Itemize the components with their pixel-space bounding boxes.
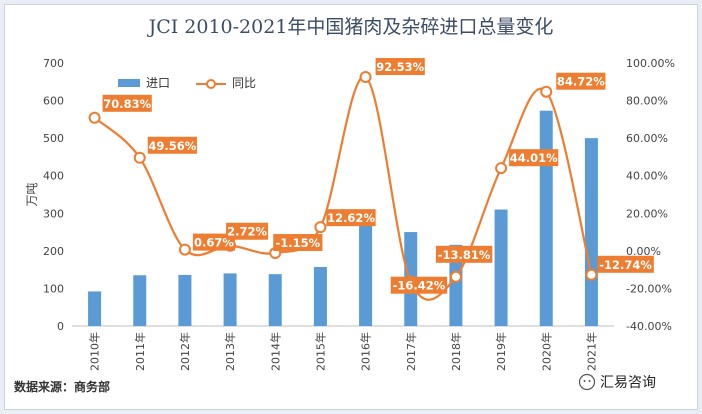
bar (178, 274, 192, 326)
data-label: 49.56% (148, 139, 196, 153)
data-label: 70.83% (103, 97, 151, 111)
y2-tick-label: -20.00% (626, 282, 672, 295)
data-label-box (509, 149, 559, 167)
x-tick-label: 2015年 (313, 332, 327, 371)
x-tick-label: 2011年 (133, 332, 147, 371)
data-label: 84.72% (557, 75, 605, 89)
chart-title: JCI 2010-2021年中国猪肉及杂碎进口总量变化 (148, 16, 554, 38)
data-label-box (326, 209, 376, 227)
data-label-box (390, 276, 448, 294)
x-tick-label: 2016年 (359, 332, 373, 371)
bar (539, 110, 553, 326)
data-label-box (597, 255, 654, 273)
data-label: 12.62% (327, 211, 375, 225)
y-tick-label: 700 (43, 57, 64, 70)
data-label-box (147, 136, 197, 154)
x-tick-label: 2012年 (178, 332, 192, 371)
x-tick-label: 2019年 (494, 332, 508, 371)
line-marker (88, 111, 101, 124)
bar (359, 214, 373, 326)
y2-tick-label: 80.00% (626, 95, 668, 108)
line-marker (585, 268, 598, 281)
y-tick-label: 200 (43, 245, 64, 258)
y-tick-label: 300 (43, 207, 64, 220)
line-marker (449, 270, 462, 283)
y-tick-label: 500 (43, 132, 64, 145)
y2-tick-label: 0.00% (626, 245, 661, 258)
bar (449, 244, 463, 326)
bar (584, 138, 598, 326)
data-label-box (556, 72, 606, 90)
data-label-box (435, 245, 493, 263)
data-label-box (273, 234, 323, 252)
x-tick-label: 2014年 (268, 332, 282, 371)
line-marker (314, 221, 327, 234)
bar (133, 275, 147, 326)
bar (268, 274, 282, 326)
legend-label-line: 同比 (232, 76, 256, 90)
data-label: 0.67% (194, 236, 234, 250)
x-tick-label: 2010年 (88, 332, 102, 371)
line-marker (359, 71, 372, 84)
data-label-box (226, 222, 269, 240)
legend-swatch-bar (118, 79, 140, 87)
data-label: -12.74% (599, 258, 652, 272)
legend-label-bar: 进口 (146, 76, 170, 90)
line-marker (133, 151, 146, 164)
data-label: 2.72% (227, 225, 267, 239)
data-label: -1.15% (276, 236, 321, 250)
line-marker (495, 162, 508, 175)
series-line (93, 75, 593, 301)
bar (88, 291, 102, 326)
y2-tick-label: 100.00% (626, 57, 675, 70)
y2-tick-label: 20.00% (626, 207, 668, 220)
data-label: -16.42% (393, 279, 446, 293)
x-tick-label: 2018年 (449, 332, 463, 371)
data-label-box (192, 233, 235, 251)
watermark: 汇易咨询 (578, 372, 656, 392)
chart-frame (4, 4, 698, 410)
y-tick-label: 600 (43, 95, 64, 108)
data-label-box (375, 58, 425, 76)
wechat-icon (578, 373, 596, 391)
bar (494, 209, 508, 326)
data-label: -13.81% (438, 248, 491, 262)
bar (223, 273, 237, 326)
source-note: 数据来源：商务部 (14, 380, 111, 394)
y-tick-label: 400 (43, 170, 64, 183)
data-label-box (102, 94, 152, 112)
data-label: 92.53% (376, 60, 424, 74)
legend-marker (206, 79, 216, 89)
y2-tick-label: 60.00% (626, 132, 668, 145)
data-label: 44.01% (510, 151, 558, 165)
y2-tick-label: 40.00% (626, 170, 668, 183)
x-tick-label: 2021年 (584, 332, 598, 371)
watermark-text: 汇易咨询 (600, 375, 656, 391)
bar (313, 267, 327, 326)
x-tick-label: 2020年 (539, 332, 553, 371)
line-marker (540, 85, 553, 98)
line-marker (178, 243, 191, 256)
y-axis-title: 万吨 (25, 182, 39, 206)
x-tick-label: 2013年 (223, 332, 237, 371)
x-tick-label: 2017年 (404, 332, 418, 371)
y-tick-label: 0 (57, 320, 64, 333)
y-tick-label: 100 (43, 282, 64, 295)
y2-tick-label: -40.00% (626, 320, 672, 333)
